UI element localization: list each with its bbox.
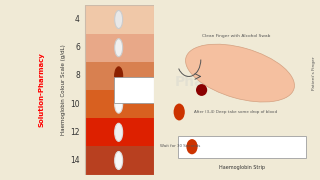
Text: After (3-4) Deep take some drop of blood: After (3-4) Deep take some drop of blood [194, 110, 277, 114]
Text: Haemoglobin Colour Scale (g/dL): Haemoglobin Colour Scale (g/dL) [61, 45, 66, 135]
Text: Clean Finger with Alcohol Swab: Clean Finger with Alcohol Swab [202, 34, 270, 38]
Bar [114, 77, 164, 103]
Text: Pharma: Pharma [175, 75, 235, 89]
Bar [85, 118, 154, 146]
Bar [85, 90, 154, 118]
Text: Solution-Pharmacy: Solution-Pharmacy [38, 53, 44, 127]
Bar [85, 146, 154, 175]
Text: 14: 14 [70, 156, 80, 165]
Bar [85, 5, 154, 175]
Ellipse shape [186, 44, 294, 102]
Text: 10: 10 [70, 100, 80, 109]
Text: Patient's Finger: Patient's Finger [312, 56, 316, 90]
Circle shape [115, 39, 123, 57]
Circle shape [115, 123, 123, 141]
Circle shape [115, 95, 123, 113]
Bar [85, 5, 154, 34]
Ellipse shape [174, 103, 185, 120]
Text: 6: 6 [75, 43, 80, 52]
Ellipse shape [196, 84, 207, 96]
Circle shape [115, 67, 123, 85]
Text: Wait for 30 Seconds: Wait for 30 Seconds [160, 144, 200, 148]
Text: 4: 4 [75, 15, 80, 24]
Bar [85, 62, 154, 90]
Text: 12: 12 [70, 128, 80, 137]
Circle shape [115, 152, 123, 170]
Text: Solution-
Pharmacy: Solution- Pharmacy [89, 85, 143, 106]
Circle shape [115, 10, 123, 28]
Bar [178, 136, 306, 158]
Bar [85, 34, 154, 62]
Ellipse shape [186, 139, 198, 154]
Text: 8: 8 [75, 71, 80, 80]
Text: Haemoglobin Strip: Haemoglobin Strip [219, 165, 265, 170]
